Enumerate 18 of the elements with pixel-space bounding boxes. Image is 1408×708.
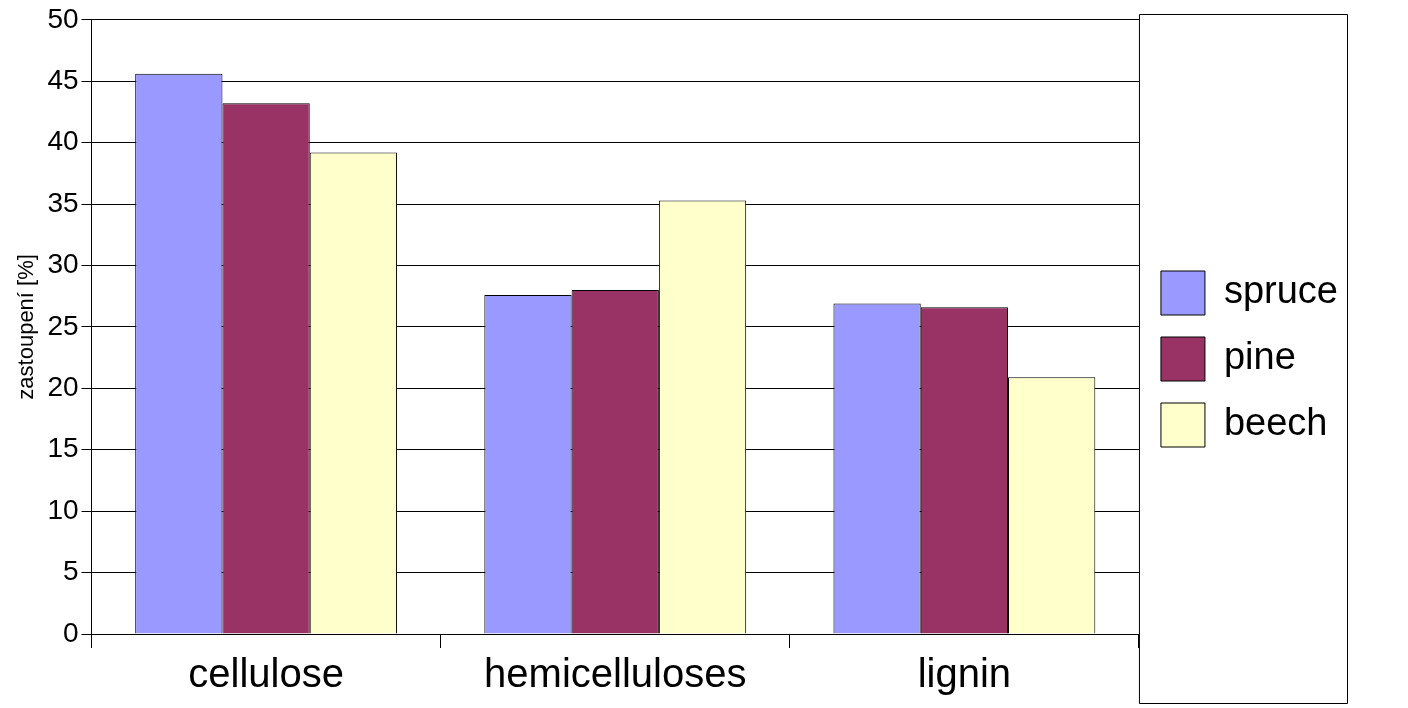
- legend-label: spruce: [1223, 269, 1339, 312]
- y-tick-label: 35: [47, 186, 79, 218]
- y-tick-label: 0: [62, 616, 79, 648]
- x-tick-label: cellulose: [188, 651, 344, 696]
- x-tick-label: hemicelluloses: [484, 651, 747, 696]
- y-tick-label: 40: [47, 125, 79, 157]
- y-tick-label: 15: [47, 432, 79, 464]
- y-tick-label: 45: [47, 63, 79, 95]
- legend-label: beech: [1223, 401, 1328, 444]
- y-axis-title: zastoupení [%]: [13, 254, 39, 400]
- y-tick-label: 50: [47, 2, 79, 34]
- y-tick-label: 20: [47, 371, 79, 403]
- x-tick-label: lignin: [917, 651, 1012, 696]
- y-tick-label: 5: [62, 555, 79, 587]
- legend-label: pine: [1223, 335, 1296, 378]
- y-tick-label: 30: [47, 248, 79, 280]
- y-tick-label: 10: [47, 493, 79, 525]
- y-tick-label: 25: [47, 309, 79, 341]
